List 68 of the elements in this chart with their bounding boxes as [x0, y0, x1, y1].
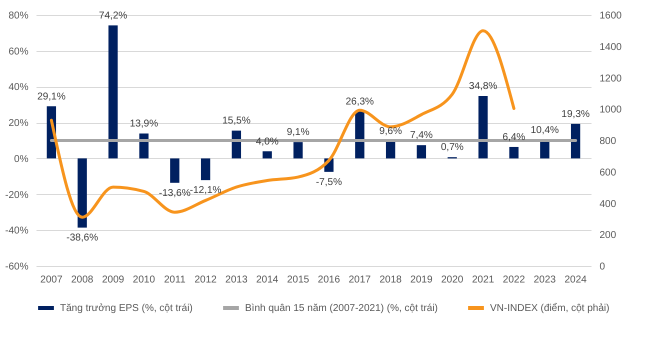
y-tick-label: -20% [5, 190, 29, 201]
x-tick-label: 2022 [502, 274, 526, 286]
x-tick-label: 2019 [410, 274, 433, 286]
data-label: 10,4% [530, 124, 560, 136]
bar [262, 151, 272, 158]
data-label: -13,6% [158, 188, 191, 199]
data-label: 29,1% [37, 91, 66, 102]
data-label: -7,5% [316, 176, 342, 188]
data-label: 9,6% [379, 126, 402, 138]
data-label: 19,3% [561, 108, 590, 120]
legend-label: Tăng trưởng EPS (%, cột trái) [60, 303, 193, 314]
y2-tick-label: 0 [600, 262, 606, 272]
x-tick-label: 2011 [164, 274, 186, 286]
x-tick-label: 2018 [379, 274, 402, 286]
bar [293, 142, 303, 158]
data-label: 6,4% [502, 132, 526, 143]
x-tick-label: 2013 [225, 274, 248, 286]
bar [170, 158, 180, 183]
x-tick-label: 2007 [40, 274, 63, 286]
y2-tick-label: 1600 [600, 10, 622, 22]
y-tick-label: 20% [8, 118, 29, 130]
x-tick-label: 2024 [564, 274, 588, 286]
y2-tick-label: 600 [600, 167, 617, 178]
data-label: 74,2% [98, 10, 128, 22]
y2-tick-label: 200 [600, 230, 617, 242]
data-label: 13,9% [130, 118, 158, 130]
y2-tick-label: 1000 [600, 104, 622, 116]
legend-label: Bình quân 15 năm (2007-2021) (%, cột trái) [245, 303, 438, 314]
y-tick-label: 60% [8, 46, 29, 58]
y-tick-label: 80% [8, 10, 29, 22]
data-label: 15,5% [222, 116, 251, 127]
x-tick-label: 2008 [71, 274, 94, 286]
x-tick-label: 2020 [441, 274, 464, 286]
bar [509, 146, 519, 158]
x-tick-label: 2009 [102, 274, 125, 286]
bar [478, 96, 488, 158]
data-label: 34,8% [468, 81, 498, 92]
y2-tick-label: 1400 [600, 42, 622, 53]
y-tick-label: -40% [5, 226, 29, 237]
bar [78, 158, 87, 228]
data-label: 4,0% [256, 136, 279, 148]
bar [416, 145, 426, 158]
data-label: -38,6% [66, 232, 98, 244]
data-label: 9,1% [286, 127, 310, 138]
bar [355, 111, 364, 158]
x-tick-label: 2010 [132, 274, 156, 286]
x-tick-label: 2014 [256, 274, 279, 286]
y2-tick-label: 800 [600, 136, 617, 147]
bar [108, 25, 118, 158]
x-tick-label: 2017 [348, 274, 372, 286]
x-tick-label: 2012 [194, 274, 218, 286]
x-tick-label: 2016 [318, 274, 340, 286]
bar [570, 124, 580, 158]
data-label: 7,4% [410, 130, 433, 142]
y2-tick-label: 1200 [600, 73, 622, 84]
data-label: 26,3% [346, 96, 374, 108]
data-label: 0,7% [440, 142, 464, 154]
y-tick-label: -60% [5, 262, 29, 272]
x-tick-label: 2023 [534, 274, 556, 286]
y-tick-label: 0% [14, 154, 29, 165]
data-label: -12,1% [190, 185, 222, 196]
bar [200, 158, 210, 180]
x-tick-label: 2021 [472, 274, 495, 286]
y2-tick-label: 400 [600, 198, 617, 210]
x-tick-label: 2015 [286, 274, 310, 286]
y-tick-label: 40% [8, 82, 29, 94]
legend-label: VN-INDEX (điểm, cột phải) [490, 302, 610, 314]
bar [386, 141, 396, 158]
